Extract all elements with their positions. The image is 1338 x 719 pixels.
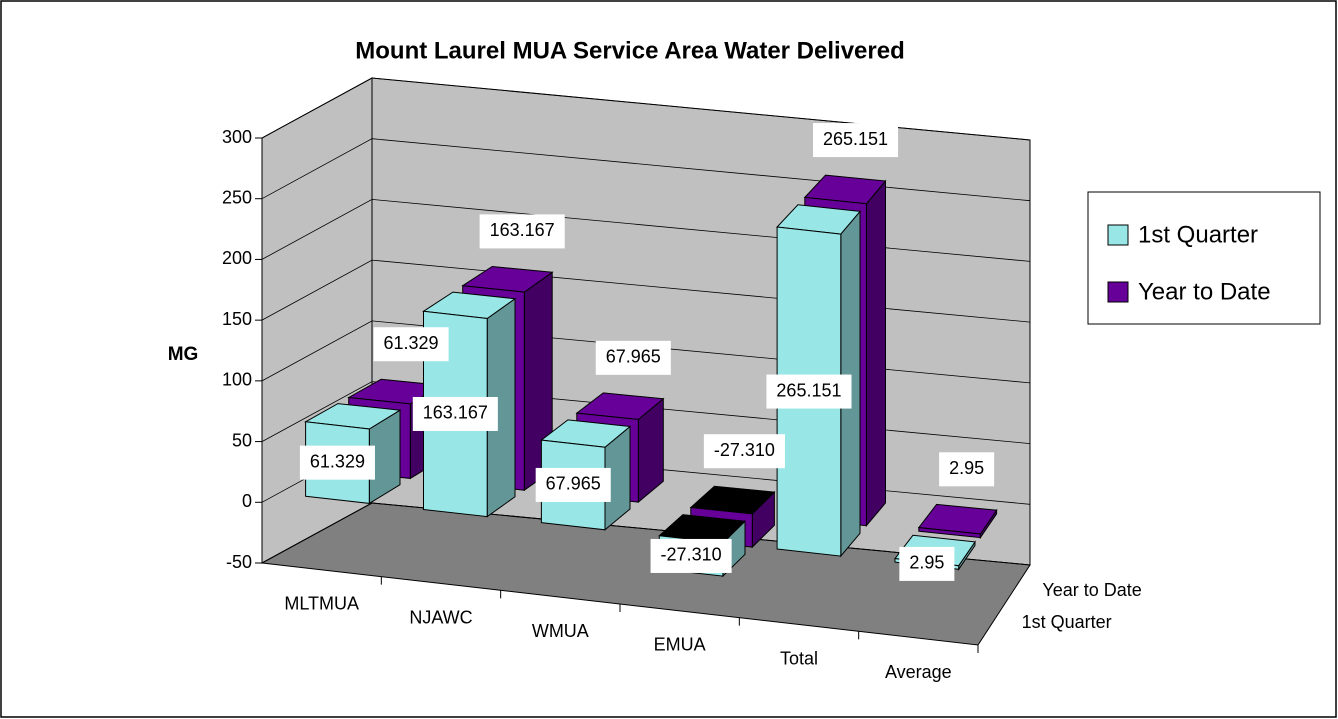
grid-line — [261, 77, 1031, 141]
data-label-box — [899, 546, 955, 581]
y-tick-label: 250 — [222, 187, 252, 207]
chart-title: Mount Laurel MUA Service Area Water Deli… — [355, 37, 905, 64]
legend-label: 1st Quarter — [1138, 221, 1258, 248]
data-label: 265.151 — [776, 380, 841, 400]
bar — [918, 527, 981, 539]
y-tick-label: 150 — [222, 309, 252, 329]
data-label-box — [479, 214, 565, 249]
x-tick-label: WMUA — [532, 621, 589, 641]
y-axis-title: MG — [168, 344, 199, 365]
plot-area: -50 0 50 100 150 200 250 300 MLTMUA NJAWC WMUA EMUA… — [222, 77, 1142, 682]
x-tick-label: Total — [780, 648, 818, 668]
legend: 1st Quarter Year to Date — [1087, 191, 1321, 325]
data-label-box — [535, 467, 611, 502]
data-label-box — [766, 374, 852, 409]
data-label-box — [373, 327, 449, 362]
data-label: 67.965 — [546, 474, 601, 494]
y-tick-label: 300 — [222, 127, 252, 147]
data-label: 2.95 — [949, 458, 984, 478]
bar-side — [865, 179, 886, 528]
data-label-box — [939, 452, 995, 487]
y-tick-label: 200 — [222, 248, 252, 268]
legend-swatch — [1107, 281, 1129, 303]
x-tick-label: Average — [885, 662, 952, 682]
x-tick-label: NJAWC — [409, 607, 472, 627]
data-label-box — [703, 434, 785, 469]
data-label-box — [812, 123, 899, 158]
data-label: 163.167 — [490, 220, 555, 240]
y-tick-label: 0 — [242, 491, 252, 511]
data-label: 61.329 — [384, 333, 439, 353]
y-tick-label: 100 — [222, 370, 252, 390]
legend-swatch — [1107, 224, 1129, 246]
data-label: 61.329 — [310, 451, 365, 471]
data-label-box — [595, 340, 671, 375]
depth-tick-label: 1st Quarter — [1022, 612, 1112, 632]
data-label-box — [299, 445, 375, 480]
legend-label: Year to Date — [1138, 278, 1271, 305]
data-label-box — [650, 538, 732, 573]
grid-line — [261, 138, 1031, 202]
x-tick-label: MLTMUA — [284, 594, 359, 614]
data-label: 2.95 — [909, 553, 944, 573]
y-tick-label: -50 — [226, 552, 252, 572]
data-label: 163.167 — [423, 403, 488, 423]
data-label: 67.965 — [606, 347, 661, 367]
data-label: -27.310 — [661, 545, 722, 565]
data-label: 265.151 — [823, 129, 888, 149]
x-tick-label: EMUA — [654, 635, 706, 655]
depth-tick-label: Year to Date — [1042, 580, 1141, 600]
y-tick-label: 50 — [232, 430, 252, 450]
data-label-box — [412, 396, 498, 431]
data-label: -27.310 — [714, 440, 775, 460]
